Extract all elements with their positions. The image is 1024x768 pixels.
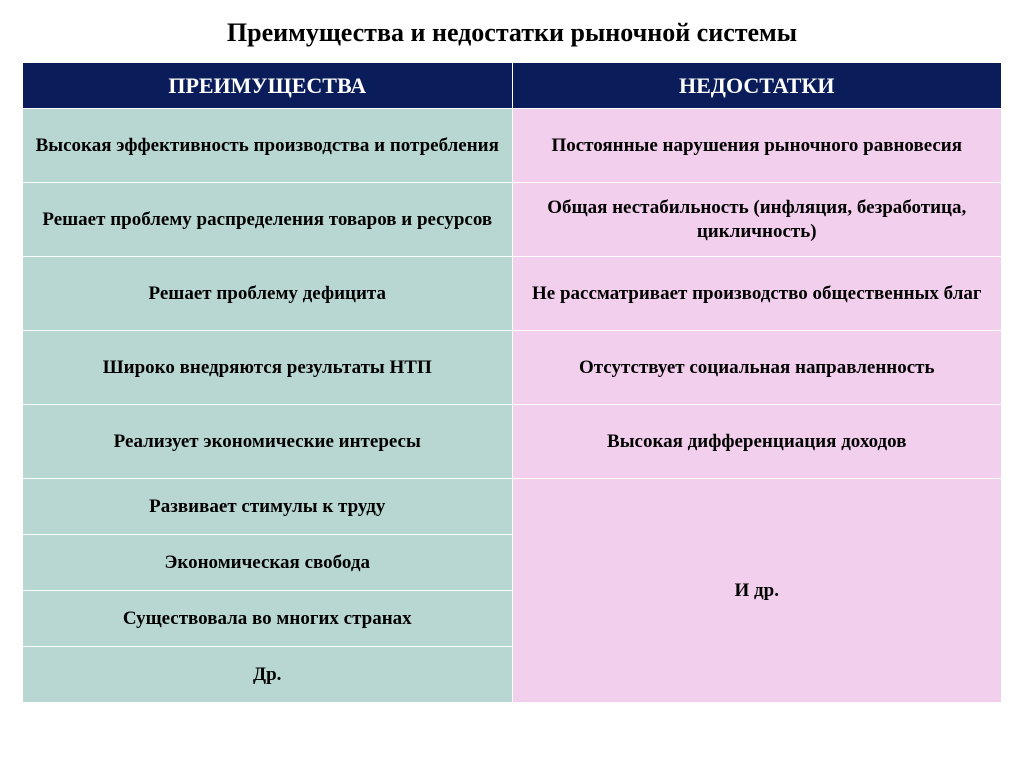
- table-row: Решает проблему дефицита Не рассматривае…: [23, 257, 1002, 331]
- dis-cell: Не рассматривает производство общественн…: [512, 257, 1002, 331]
- adv-cell: Решает проблему распределения товаров и …: [23, 183, 513, 257]
- dis-cell: Отсутствует социальная направленность: [512, 331, 1002, 405]
- table-row: Высокая эффективность производства и пот…: [23, 109, 1002, 183]
- adv-cell: Др.: [23, 647, 513, 703]
- adv-cell: Высокая эффективность производства и пот…: [23, 109, 513, 183]
- dis-cell: Высокая дифференциация доходов: [512, 405, 1002, 479]
- adv-cell: Развивает стимулы к труду: [23, 479, 513, 535]
- header-advantages: ПРЕИМУЩЕСТВА: [23, 63, 513, 109]
- slide-container: Преимущества и недостатки рыночной систе…: [0, 0, 1024, 768]
- adv-cell: Существовала во многих странах: [23, 591, 513, 647]
- dis-cell: Общая нестабильность (инфляция, безработ…: [512, 183, 1002, 257]
- adv-cell: Реализует экономические интересы: [23, 405, 513, 479]
- adv-cell: Экономическая свобода: [23, 535, 513, 591]
- dis-cell: Постоянные нарушения рыночного равновеси…: [512, 109, 1002, 183]
- table-header-row: ПРЕИМУЩЕСТВА НЕДОСТАТКИ: [23, 63, 1002, 109]
- page-title: Преимущества и недостатки рыночной систе…: [22, 18, 1002, 48]
- comparison-table: ПРЕИМУЩЕСТВА НЕДОСТАТКИ Высокая эффектив…: [22, 62, 1002, 703]
- adv-cell: Решает проблему дефицита: [23, 257, 513, 331]
- dis-cell-merged: И др.: [512, 479, 1002, 703]
- table-row: Широко внедряются результаты НТП Отсутст…: [23, 331, 1002, 405]
- table-row: Развивает стимулы к труду И др.: [23, 479, 1002, 535]
- header-disadvantages: НЕДОСТАТКИ: [512, 63, 1002, 109]
- adv-cell: Широко внедряются результаты НТП: [23, 331, 513, 405]
- table-row: Реализует экономические интересы Высокая…: [23, 405, 1002, 479]
- table-row: Решает проблему распределения товаров и …: [23, 183, 1002, 257]
